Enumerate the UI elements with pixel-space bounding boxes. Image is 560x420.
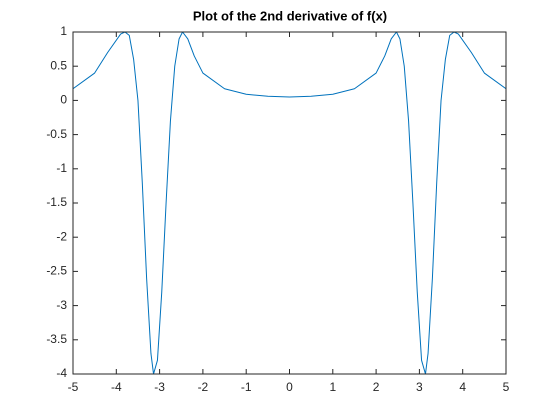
y-tick-label: -1: [56, 161, 67, 175]
x-tick-label: -5: [68, 380, 79, 394]
y-tick-label: 0.5: [50, 58, 67, 72]
y-tick-label: 0: [60, 93, 67, 107]
y-tick-label: -0.5: [46, 127, 67, 141]
y-tick-label: -3.5: [46, 332, 67, 346]
x-tick-label: 3: [416, 380, 423, 394]
x-tick-label: 5: [503, 380, 510, 394]
y-tick-label: -3: [56, 298, 67, 312]
y-tick-label: -4: [56, 366, 67, 380]
x-tick-label: -1: [241, 380, 252, 394]
y-tick-label: -2.5: [46, 264, 67, 278]
data-line: [73, 31, 506, 375]
x-tick-label: 2: [373, 380, 380, 394]
x-tick-label: -4: [111, 380, 122, 394]
x-tick-label: 1: [329, 380, 336, 394]
x-tick-label: 0: [286, 380, 293, 394]
y-tick-label: -2: [56, 229, 67, 243]
plot-area: [73, 32, 506, 374]
x-tick-label: -3: [154, 380, 165, 394]
axes-box: [72, 31, 507, 375]
chart-title: Plot of the 2nd derivative of f(x): [193, 8, 387, 23]
y-tick-label: 1: [60, 24, 67, 38]
x-tick-label: 4: [459, 380, 466, 394]
x-tick-label: -2: [198, 380, 209, 394]
y-tick-label: -1.5: [46, 195, 67, 209]
